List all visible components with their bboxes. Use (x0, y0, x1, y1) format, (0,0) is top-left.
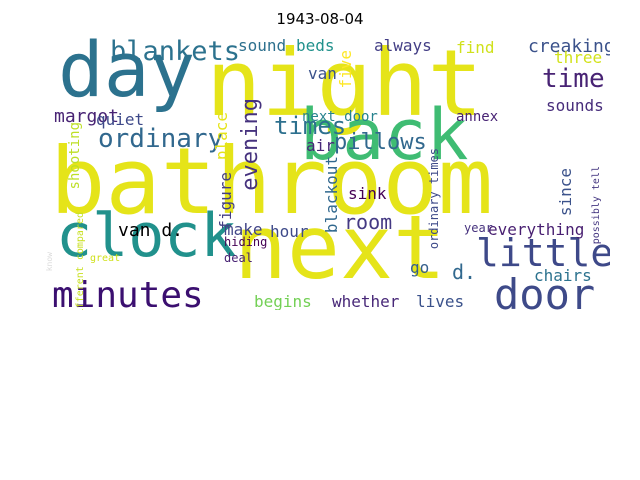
word-sound: sound (238, 38, 287, 55)
word-van: van (308, 64, 337, 83)
word-next: next (234, 196, 446, 299)
word-possibly-tell: possibly tell (591, 166, 602, 245)
word-blankets: blankets (110, 38, 241, 67)
chart-title: 1943-08-04 (276, 10, 364, 28)
word-find: find (456, 38, 495, 57)
word-chairs: chairs (534, 266, 592, 285)
word-evening: evening (238, 98, 263, 191)
word-beds: beds (296, 38, 335, 55)
word-little: little (476, 231, 610, 275)
word-deal: deal (224, 251, 253, 265)
word-back: back (300, 94, 469, 176)
word-air: air (306, 136, 335, 155)
word-three: three (554, 48, 603, 67)
word-times: times (274, 112, 347, 140)
word-five: five (336, 50, 355, 89)
word-d-: d. (452, 260, 477, 284)
word-night: night (206, 38, 483, 137)
word-minutes: minutes (52, 275, 204, 311)
word-different-compared: different compared (75, 212, 86, 310)
word-annex: annex (456, 109, 499, 125)
word-ordinary: ordinary (98, 124, 224, 154)
word-room: room (344, 210, 393, 234)
word-clock: clock (56, 201, 237, 271)
word-begins: begins (254, 292, 312, 310)
word-time: time (542, 64, 605, 94)
word-shooting: shooting (67, 122, 83, 190)
word-bathroom: bathroom (50, 128, 494, 235)
word-hour: hour (270, 222, 309, 241)
word-go: go (410, 258, 430, 277)
word-whether: whether (332, 292, 400, 310)
word-door: door (494, 270, 596, 311)
word-place: place (212, 112, 231, 161)
word-day: day (58, 38, 196, 114)
word-quiet: quiet (96, 110, 145, 129)
word-ordinary-times: ordinary times (427, 148, 441, 250)
word-margot: margot (54, 106, 120, 127)
word-next-door: next door (302, 109, 378, 125)
word-van-d-: van d. (118, 220, 184, 241)
word-sounds: sounds (546, 96, 604, 115)
word-make: make (224, 220, 263, 239)
word-year: year (464, 221, 493, 235)
word-sink: sink (348, 184, 387, 203)
word-pillows: pillows (334, 130, 427, 155)
word-know: know (45, 252, 54, 272)
word-creaking: creaking (528, 38, 610, 57)
word-since: since (556, 168, 575, 217)
word-lives: lives (416, 292, 465, 310)
word-great: great (90, 253, 121, 264)
word-always: always (374, 38, 432, 55)
word-cloud: bathroom night day next back clock minutes door… (38, 38, 610, 310)
word-blackout: blackout (322, 156, 341, 234)
word-everything: everything (488, 220, 585, 239)
word-hiding: hiding (224, 235, 268, 249)
